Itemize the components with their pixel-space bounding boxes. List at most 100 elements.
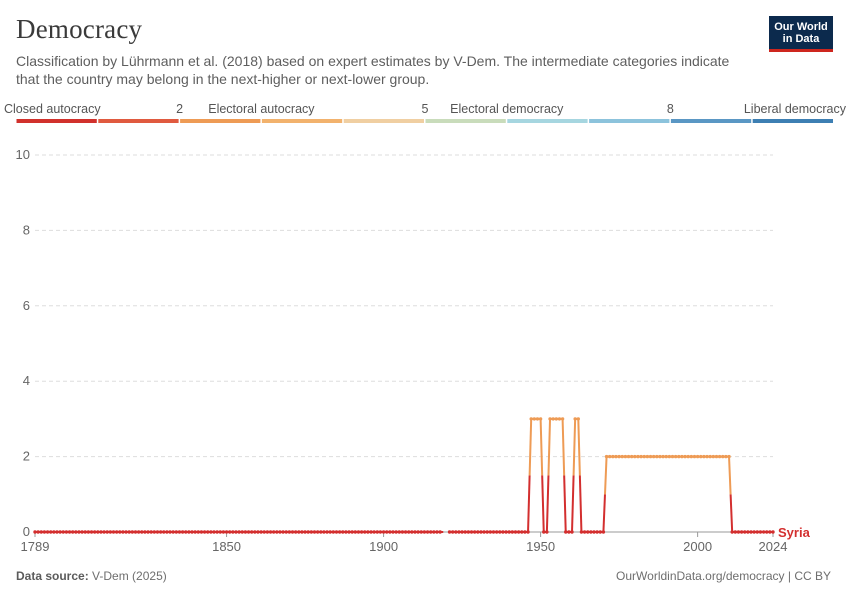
- data-point: [573, 417, 577, 421]
- data-point: [356, 530, 361, 534]
- data-point: [746, 530, 750, 534]
- series-segment: [729, 494, 734, 533]
- data-point: [771, 530, 775, 534]
- chart-svg: Closed autocracy 2 Electoral autocracy 5 Ele…: [4, 102, 847, 554]
- data-point: [761, 530, 766, 534]
- data-point: [617, 454, 621, 459]
- data-point: [560, 417, 565, 421]
- legend-swatch-0: [16, 119, 97, 123]
- data-point: [743, 530, 747, 534]
- data-point: [513, 530, 518, 534]
- series-segment: [547, 418, 552, 476]
- data-source: Data source: V-Dem (2025): [16, 569, 167, 583]
- data-point: [61, 530, 65, 534]
- data-point: [33, 530, 37, 534]
- data-point: [721, 454, 725, 459]
- chart-subtitle: Classification by Lührmann et al. (2018)…: [16, 53, 730, 87]
- data-point: [363, 530, 367, 534]
- data-point: [240, 530, 244, 534]
- data-point: [121, 530, 125, 534]
- legend-swatch-2: [180, 119, 261, 123]
- data-point: [570, 530, 574, 534]
- footer-url[interactable]: OurWorldinData.org/democracy | CC BY: [616, 569, 831, 583]
- y-tick-label: 10: [16, 147, 30, 162]
- data-point: [488, 530, 493, 534]
- data-point: [256, 530, 260, 534]
- data-point: [262, 530, 266, 534]
- color-legend: Closed autocracy 2 Electoral autocracy 5 Ele…: [4, 102, 847, 123]
- data-point: [64, 530, 69, 534]
- legend-swatch-7: [589, 119, 670, 123]
- legend-swatch-9: [752, 119, 833, 123]
- data-point: [359, 530, 364, 534]
- series-segment: [577, 418, 581, 476]
- data-point: [736, 530, 741, 534]
- data-point: [278, 530, 282, 534]
- series-segment: [571, 475, 575, 533]
- data-point: [673, 454, 678, 459]
- x-tick-label: 1900: [369, 539, 398, 554]
- data-point: [576, 417, 580, 421]
- data-point: [403, 530, 408, 534]
- data-point: [174, 530, 179, 534]
- legend-swatch-6: [507, 119, 588, 123]
- data-point: [469, 530, 474, 534]
- data-point: [752, 530, 756, 534]
- x-tick-label: 1789: [21, 539, 50, 554]
- data-point: [284, 530, 288, 534]
- data-point: [231, 530, 235, 534]
- data-point: [209, 530, 213, 534]
- data-point: [297, 530, 301, 534]
- data-point: [410, 530, 414, 534]
- y-tick-label: 2: [23, 449, 30, 464]
- data-source-value[interactable]: V-Dem (2025): [92, 569, 167, 583]
- series-group: Syria: [33, 417, 811, 540]
- data-point: [607, 454, 612, 459]
- data-point: [253, 530, 257, 534]
- data-point: [479, 530, 483, 534]
- series-segment: [527, 475, 531, 533]
- grid-lines: [35, 154, 773, 533]
- data-point: [234, 530, 238, 534]
- data-point: [74, 530, 78, 534]
- series-segment: [528, 418, 533, 476]
- data-point: [432, 530, 436, 534]
- data-point: [171, 530, 175, 534]
- owid-logo[interactable]: Our World in Data: [769, 16, 833, 52]
- data-point: [290, 530, 295, 534]
- legend-swatch-1: [98, 119, 179, 123]
- data-point: [529, 417, 533, 421]
- data-point: [629, 454, 634, 459]
- data-point: [564, 530, 568, 534]
- data-point: [105, 530, 109, 534]
- data-point: [309, 530, 314, 534]
- data-point: [717, 454, 722, 459]
- data-point: [391, 530, 395, 534]
- data-point: [413, 530, 417, 534]
- data-point: [548, 417, 552, 421]
- data-point: [77, 530, 81, 534]
- data-point: [498, 530, 502, 534]
- data-point: [287, 530, 292, 534]
- data-point: [114, 530, 119, 534]
- data-point: [303, 530, 307, 534]
- data-point: [337, 530, 342, 534]
- series-segment: [539, 418, 544, 476]
- data-point: [739, 530, 744, 534]
- data-point: [758, 530, 763, 534]
- legend-label-6: Liberal democracy: [744, 102, 847, 116]
- data-point: [124, 530, 128, 534]
- data-point: [714, 454, 719, 459]
- data-point: [319, 530, 323, 534]
- data-point: [55, 530, 59, 534]
- series-segment: [728, 456, 732, 495]
- data-point: [96, 530, 100, 534]
- data-point: [466, 530, 471, 534]
- data-point: [108, 530, 113, 534]
- data-point: [165, 530, 169, 534]
- data-point: [325, 530, 329, 534]
- series-segment: [545, 475, 550, 533]
- data-point: [306, 530, 310, 534]
- series-label-0[interactable]: Syria: [778, 525, 811, 540]
- data-point: [70, 530, 75, 534]
